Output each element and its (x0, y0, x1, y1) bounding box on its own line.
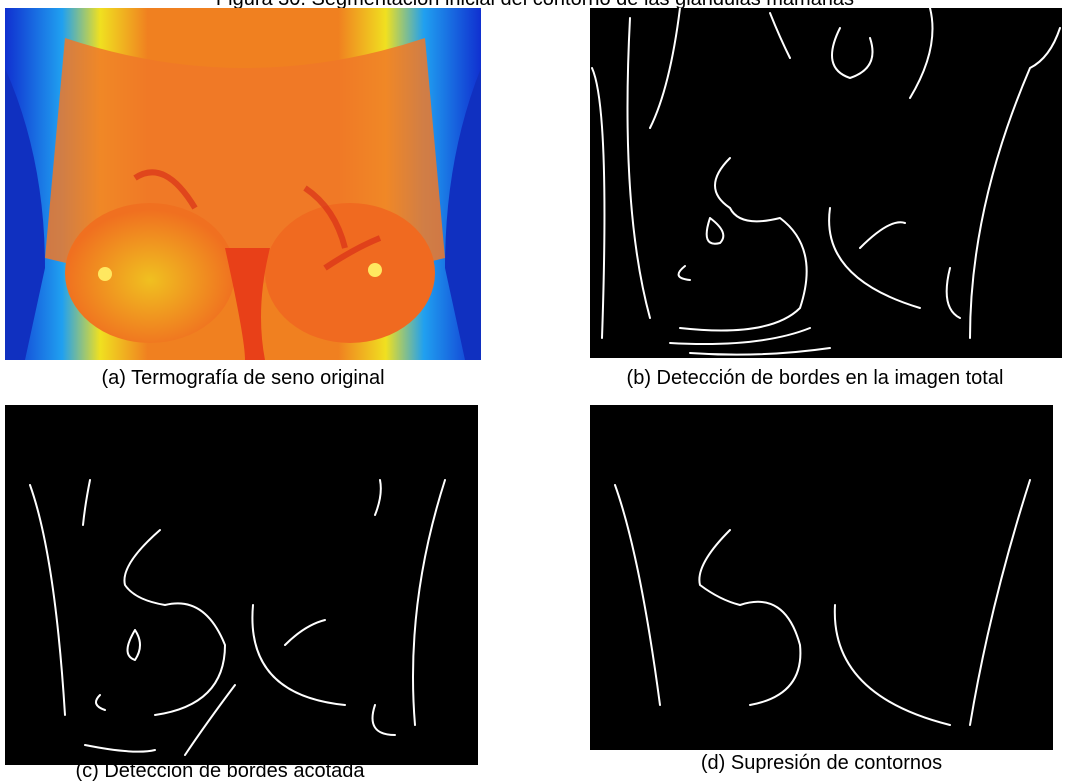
caption: (d) Supresión de contornos (590, 752, 1053, 775)
caption: (b) Detección de bordes en la imagen tot… (560, 367, 1070, 390)
thermal-image (5, 8, 481, 360)
edge-image (590, 8, 1062, 358)
caption: (c) Detección de bordes acotada (5, 760, 435, 783)
caption: (a) Termografía de seno original (5, 367, 481, 390)
page: Figura 30. Segmentación inicial del cont… (0, 0, 1070, 783)
edge-image (5, 405, 478, 765)
edge-image (590, 405, 1053, 750)
